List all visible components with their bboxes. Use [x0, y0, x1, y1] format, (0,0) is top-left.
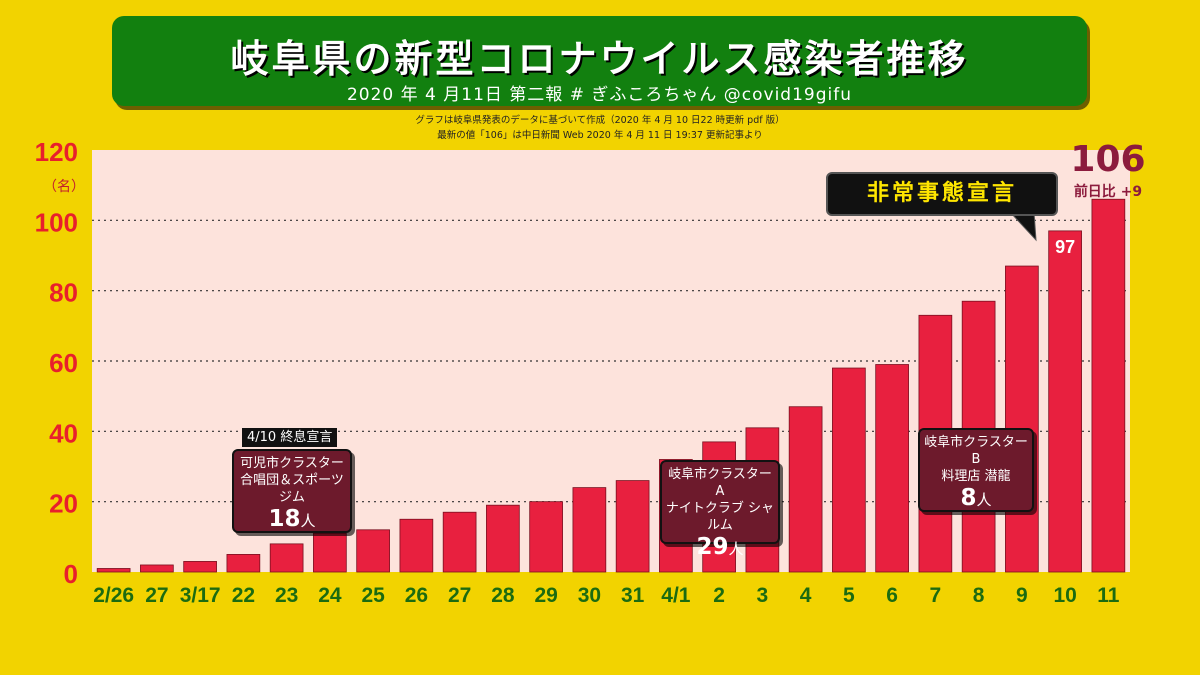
bar: [486, 504, 520, 573]
x-tick-label: 9: [1016, 584, 1028, 607]
cluster-b-box: 岐阜市クラスター B 料理店 潜龍 8人: [918, 428, 1034, 512]
y-axis-unit: （名）: [43, 179, 85, 195]
y-tick-label: 80: [49, 278, 78, 308]
bar: [399, 518, 434, 573]
chart-title: 岐阜県の新型コロナウイルス感染者推移: [230, 37, 969, 81]
y-tick-label: 120: [35, 137, 78, 167]
x-tick-label: 28: [491, 584, 515, 607]
x-tick-label: 29: [534, 584, 557, 607]
x-tick-label: 22: [232, 584, 255, 607]
x-tick-label: 23: [275, 584, 298, 607]
emergency-declaration-label: 非常事態宣言: [826, 172, 1058, 216]
bar: [529, 501, 563, 573]
bar: [832, 367, 866, 573]
x-tick-label: 5: [843, 584, 855, 607]
x-tick-label: 2: [713, 584, 725, 607]
cluster-b-line2: 料理店 潜龍: [941, 469, 1011, 484]
cluster-kani-line1: 可児市クラスター: [240, 456, 344, 471]
cluster-a-line1: 岐阜市クラスター A: [668, 467, 772, 499]
x-tick-label: 30: [578, 584, 601, 607]
x-tick-label: 4/1: [661, 584, 691, 607]
x-tick-label: 11: [1097, 584, 1120, 607]
x-tick-label: 26: [405, 584, 428, 607]
latest-value-note: 最新の値「106」は中日新聞 Web 2020 年 4 月 11 日 19:37…: [437, 130, 763, 141]
bar: [1091, 198, 1126, 573]
cluster-a-box: 岐阜市クラスター A ナイトクラブ シャルム 29人: [660, 460, 780, 560]
cluster-kani-box: 可児市クラスター 合唱団＆スポーツジム 18人: [232, 449, 352, 533]
bar: [140, 564, 174, 573]
x-tick-label: 27: [145, 584, 168, 607]
bar: [96, 568, 131, 573]
cluster-kani-count: 18: [268, 506, 301, 532]
x-tick-label: 4: [800, 584, 812, 607]
latest-value: 106: [1070, 139, 1146, 180]
cluster-b-unit: 人: [976, 491, 992, 509]
cluster-a-unit: 人: [728, 540, 744, 558]
chart-subtitle: 2020 年 4 月11日 第二報 # ぎふころちゃん @covid19gifu: [346, 85, 852, 105]
bar: [226, 554, 261, 573]
bar: [788, 406, 823, 573]
cluster-a-count: 29: [696, 534, 729, 560]
x-tick-label: 27: [448, 584, 471, 607]
cluster-kani-unit: 人: [300, 512, 316, 530]
y-tick-label: 0: [64, 559, 78, 589]
x-tick-label: 10: [1053, 584, 1076, 607]
x-tick-label: 25: [361, 584, 385, 607]
bar: [183, 561, 217, 573]
source-note: グラフは岐阜県発表のデータに基づいて作成（2020 年 4 月 10 日22 時…: [415, 115, 785, 126]
cluster-a-line2: ナイトクラブ シャルム: [665, 501, 775, 533]
cluster-b-count: 8: [960, 485, 977, 511]
y-tick-label: 60: [49, 348, 78, 378]
x-tick-label: 3/17: [180, 584, 221, 607]
x-tick-label: 8: [973, 584, 985, 607]
x-tick-label: 31: [621, 584, 645, 607]
x-tick-label: 2/26: [93, 584, 134, 607]
latest-delta: 前日比 +9: [1073, 184, 1143, 200]
x-tick-label: 6: [886, 584, 898, 607]
kani-end-declaration-tag: 4/10 終息宣言: [242, 428, 338, 447]
title-banner: 岐阜県の新型コロナウイルス感染者推移 2020 年 4 月11日 第二報 # ぎ…: [112, 16, 1087, 106]
bar: [356, 529, 390, 573]
bar: [313, 532, 347, 573]
y-tick-label: 20: [49, 489, 78, 519]
x-tick-label: 7: [930, 584, 942, 607]
cluster-kani-line2: 合唱団＆スポーツジム: [240, 473, 344, 505]
bar: [269, 543, 304, 573]
bar: [875, 364, 909, 573]
bar: [572, 487, 607, 573]
y-tick-label: 100: [35, 207, 78, 237]
bar: [615, 480, 650, 573]
cluster-b-line1: 岐阜市クラスター B: [924, 435, 1028, 467]
bar: [1005, 265, 1039, 573]
x-tick-label: 3: [757, 584, 769, 607]
bar: [442, 511, 477, 573]
bar: [1048, 230, 1082, 573]
y-tick-label: 40: [49, 418, 78, 448]
data-label: 97: [1055, 237, 1075, 257]
x-tick-label: 24: [318, 584, 342, 607]
